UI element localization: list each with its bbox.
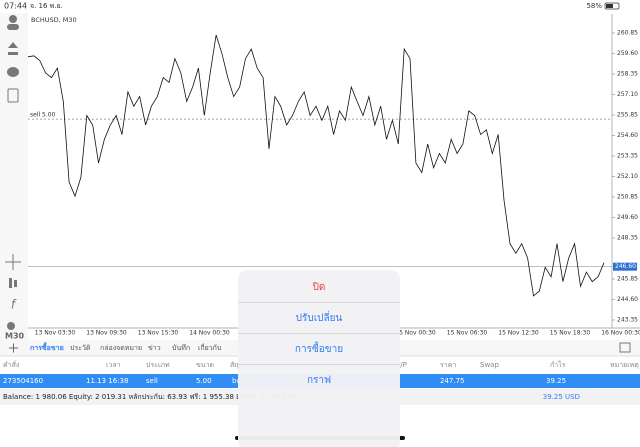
trade-icon[interactable] [8, 42, 18, 55]
status-time: 07:44 [4, 2, 27, 11]
y-tick-label: 254.60 [617, 132, 638, 139]
column-header: ราคา [440, 361, 456, 369]
y-tick-label: 255.85 [617, 112, 638, 119]
column-header: คำสั่ง [3, 360, 19, 369]
popup-item[interactable]: กราฟ [307, 375, 331, 386]
tab[interactable]: เกี่ยวกับ [198, 343, 221, 352]
cell: 273504160 [3, 377, 43, 385]
y-tick-label: 250.85 [617, 193, 638, 200]
account-icon[interactable] [9, 15, 17, 23]
timeframe-label[interactable]: M30 [5, 332, 25, 341]
crosshair-icon[interactable] [5, 254, 21, 270]
chart: 260.85 259.60 258.35 257.10 255.85 254.60 253.… [27, 30, 640, 337]
column-header: หมายเหตุ [610, 361, 639, 369]
x-tick-label: 15 Nov 00:30 [395, 330, 436, 337]
x-tick-label: 16 Nov 00:30 [601, 330, 640, 337]
chat-icon[interactable] [7, 67, 19, 77]
y-tick-label: 252.10 [617, 173, 638, 180]
bid-label: 246.60 [615, 263, 636, 270]
function-icon[interactable]: f [11, 298, 17, 312]
x-tick-label: 13 Nov 15:30 [138, 330, 179, 337]
y-tick-label: 257.10 [617, 91, 638, 98]
tab[interactable]: ประวัติ [70, 344, 91, 352]
expand-button[interactable] [619, 342, 631, 353]
popup-item[interactable]: ปิด [312, 282, 325, 293]
column-header: กำไร [550, 360, 566, 369]
status-battery: 58% [586, 2, 602, 10]
tab[interactable]: การซื้อขาย [30, 341, 64, 352]
y-tick-label: 244.60 [617, 296, 638, 303]
bid-label-box [613, 262, 637, 271]
column-header: ขนาด [196, 361, 214, 369]
popup-item[interactable]: การซื้อขาย [295, 341, 343, 355]
column-header: Swap [480, 361, 499, 369]
y-tick-label: 248.35 [617, 234, 638, 241]
balance-text: Balance: 1 980.06 Equity: 2 019.31 หลักป… [3, 393, 297, 401]
add-button[interactable] [9, 343, 18, 353]
chart-title: BCHUSD, M30 [31, 16, 77, 24]
left-toolbar [0, 13, 28, 340]
y-tick-label: 253.35 [617, 152, 638, 159]
objects-icon[interactable] [7, 322, 15, 330]
column-header: ประเภท [146, 361, 170, 369]
x-tick-label: 13 Nov 03:30 [35, 330, 76, 337]
indicator-icon[interactable] [9, 278, 12, 288]
indicator-icon-2 [14, 280, 17, 287]
tab[interactable]: บันทึก [172, 343, 190, 352]
x-tick-label: 15 Nov 06:30 [447, 330, 488, 337]
column-header: เวลา [106, 361, 121, 369]
x-tick-label: 14 Nov 00:30 [189, 330, 230, 337]
cell: 247.75 [440, 377, 465, 385]
new-order-icon[interactable] [7, 88, 19, 103]
order-line-label: sell 5.00 [30, 112, 56, 119]
cell: 5.00 [196, 377, 212, 385]
column-header: T/P [395, 361, 407, 369]
profit-total: 39.25 USD [543, 393, 580, 401]
y-tick-label: 245.85 [617, 275, 638, 282]
y-tick-label: 259.60 [617, 50, 638, 57]
cell: 39.25 [546, 377, 566, 385]
popup-item[interactable]: ปรับเปลี่ยน [296, 310, 343, 324]
y-tick-label: 243.35 [617, 316, 638, 323]
y-tick-label: 249.60 [617, 214, 638, 221]
battery-level [606, 4, 613, 8]
tab[interactable]: กล่องจดหมาย [100, 344, 142, 352]
toolbar-icons: f [5, 15, 21, 330]
y-tick-label: 258.35 [617, 71, 638, 78]
battery-icon [604, 2, 620, 10]
cell: 11.13 16:38 [86, 377, 128, 385]
x-tick-label: 13 Nov 09:30 [86, 330, 127, 337]
account-icon-body [7, 24, 19, 30]
popup-background [238, 270, 400, 447]
price-line [27, 34, 605, 297]
cell: sell [146, 377, 158, 385]
status-date: จ. 16 พ.ย. [30, 2, 63, 10]
x-tick-label: 15 Nov 12:30 [498, 330, 539, 337]
tab[interactable]: ข่าว [148, 344, 161, 352]
x-tick-label: 15 Nov 18:30 [550, 330, 591, 337]
y-tick-label: 260.85 [617, 30, 638, 37]
